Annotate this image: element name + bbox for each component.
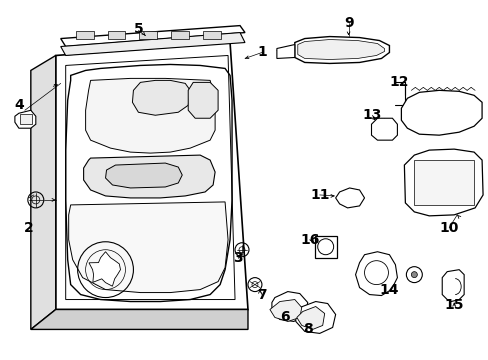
Text: 3: 3 [233, 251, 243, 265]
Polygon shape [61, 26, 244, 46]
Polygon shape [294, 37, 388, 63]
Polygon shape [56, 42, 247, 310]
Polygon shape [269, 300, 301, 321]
Text: 2: 2 [24, 221, 34, 235]
Bar [203, 31, 221, 39]
Polygon shape [105, 163, 182, 188]
Polygon shape [335, 188, 364, 208]
Text: 12: 12 [389, 75, 408, 89]
Polygon shape [68, 202, 227, 293]
Polygon shape [276, 45, 294, 58]
Polygon shape [188, 82, 218, 118]
Text: 8: 8 [302, 323, 312, 337]
Bar [413, 160, 473, 205]
Text: 14: 14 [379, 283, 398, 297]
Bar [171, 31, 189, 39]
Bar [20, 114, 32, 124]
Polygon shape [132, 80, 190, 115]
Text: 9: 9 [343, 15, 353, 30]
Polygon shape [85, 78, 215, 153]
Text: 4: 4 [14, 98, 24, 112]
Polygon shape [441, 270, 463, 302]
Polygon shape [297, 40, 384, 59]
Text: 13: 13 [362, 108, 382, 122]
Polygon shape [31, 310, 247, 329]
Polygon shape [404, 149, 482, 216]
Circle shape [410, 272, 416, 278]
Polygon shape [296, 306, 324, 329]
Text: 11: 11 [309, 188, 329, 202]
Text: 16: 16 [300, 233, 319, 247]
Polygon shape [355, 252, 397, 296]
Text: 15: 15 [444, 297, 463, 311]
Polygon shape [83, 155, 215, 198]
Bar [139, 31, 157, 39]
Text: 6: 6 [280, 310, 289, 324]
Text: 7: 7 [257, 288, 266, 302]
Text: 10: 10 [439, 221, 458, 235]
Polygon shape [61, 32, 244, 55]
Polygon shape [31, 55, 56, 329]
Polygon shape [15, 110, 36, 128]
Polygon shape [295, 302, 335, 333]
Text: 1: 1 [257, 45, 266, 59]
Bar [314, 236, 336, 258]
Text: 5: 5 [133, 22, 143, 36]
Polygon shape [89, 252, 120, 286]
Bar [107, 31, 125, 39]
Polygon shape [65, 64, 232, 302]
Bar [76, 31, 93, 39]
Polygon shape [401, 90, 481, 135]
Polygon shape [271, 292, 307, 321]
Polygon shape [371, 118, 397, 140]
